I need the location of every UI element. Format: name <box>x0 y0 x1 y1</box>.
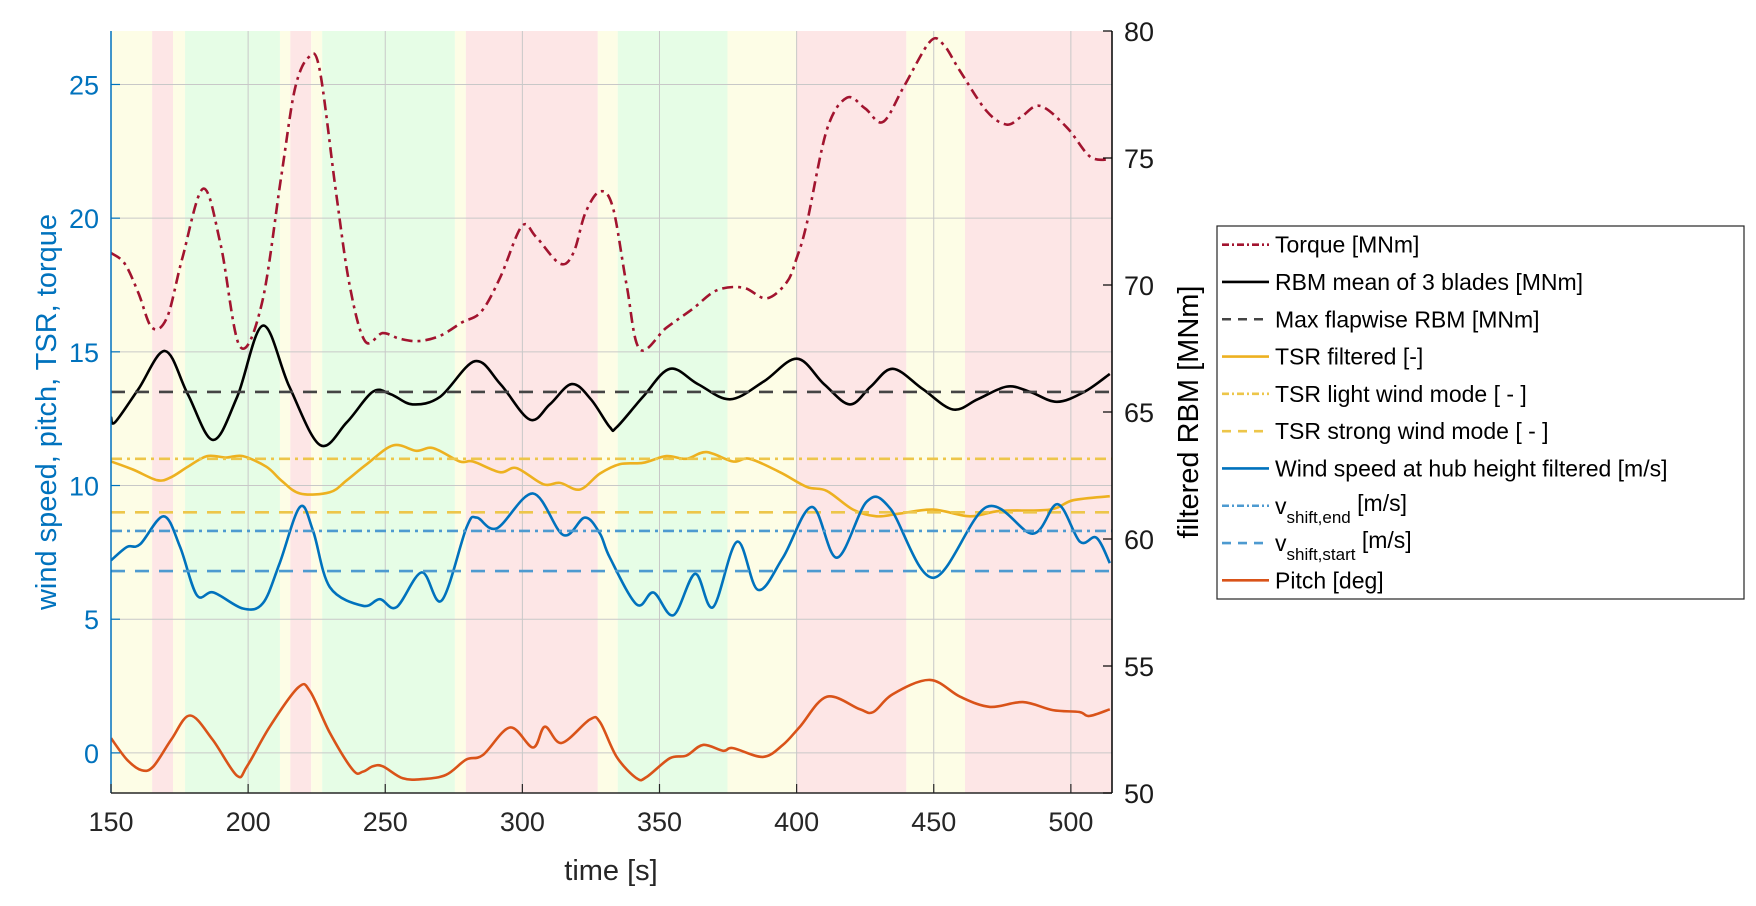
left-y-axis-label: wind speed, pitch, TSR, torque <box>31 214 63 611</box>
right-y-axis-label: filtered RBM [MNm] <box>1173 286 1205 539</box>
legend-label: vshift,start [m/s] <box>1275 527 1412 564</box>
left-tick-label: 5 <box>84 605 99 635</box>
grid-lines <box>110 31 1112 793</box>
series-line-3 <box>111 443 1110 518</box>
legend-label: Torque [MNm] <box>1275 232 1419 258</box>
left-tick-label: 15 <box>69 338 99 368</box>
legend-item: vshift,end [m/s] <box>1222 490 1407 527</box>
x-tick-label: 450 <box>911 807 956 837</box>
region-yellow <box>906 31 966 793</box>
series-line-0 <box>111 36 1110 352</box>
legend-label: TSR strong wind mode [ - ] <box>1275 418 1549 444</box>
region-red <box>465 31 598 793</box>
legend-item: TSR filtered [-] <box>1222 344 1423 370</box>
series-line-6 <box>111 492 1111 617</box>
right-tick-label: 65 <box>1124 398 1154 428</box>
x-tick-label: 150 <box>88 807 133 837</box>
legend-item: TSR strong wind mode [ - ] <box>1222 418 1549 444</box>
legend-label: Wind speed at hub height filtered [m/s] <box>1275 455 1668 481</box>
x-axis-label: time [s] <box>564 855 657 887</box>
region-yellow <box>111 31 153 793</box>
legend-label: Max flapwise RBM [MNm] <box>1275 306 1540 332</box>
legend-item: vshift,start [m/s] <box>1222 527 1412 564</box>
x-tick-label: 200 <box>226 807 271 837</box>
right-tick-label: 50 <box>1124 779 1154 809</box>
left-tick-label: 0 <box>84 739 99 769</box>
legend-label: TSR filtered [-] <box>1275 344 1423 370</box>
region-red <box>965 31 1112 793</box>
series-line-1 <box>111 324 1111 448</box>
legend-item: Pitch [deg] <box>1222 567 1384 593</box>
right-tick-label: 80 <box>1124 17 1154 47</box>
region-yellow <box>311 31 323 793</box>
region-green <box>322 31 455 793</box>
legend-label: vshift,end [m/s] <box>1275 490 1407 527</box>
right-tick-label: 75 <box>1124 144 1154 174</box>
legend-item: TSR light wind mode [ - ] <box>1222 381 1527 407</box>
series-line-9 <box>111 678 1111 782</box>
region-green <box>185 31 280 793</box>
legend-item: Torque [MNm] <box>1222 232 1419 258</box>
x-tick-label: 300 <box>500 807 545 837</box>
region-yellow <box>454 31 466 793</box>
region-green <box>617 31 728 793</box>
region-yellow <box>172 31 186 793</box>
legend-box <box>1216 225 1745 600</box>
right-tick-label: 55 <box>1124 652 1154 682</box>
legend: Torque [MNm] RBM mean of 3 blades [MNm] Ma… <box>1216 225 1745 600</box>
region-red <box>796 31 907 793</box>
legend-item: Max flapwise RBM [MNm] <box>1222 306 1540 332</box>
region-red <box>152 31 173 793</box>
x-tick-label: 250 <box>363 807 408 837</box>
operating-mode-regions <box>111 31 1112 793</box>
left-tick-label: 20 <box>69 204 99 234</box>
region-yellow <box>727 31 797 793</box>
axes <box>110 30 1113 794</box>
x-tick-label: 400 <box>774 807 819 837</box>
left-tick-label: 25 <box>69 70 99 100</box>
x-tick-label: 500 <box>1048 807 1093 837</box>
tick-labels: 150 200 250 300 350 400 450 500 0 5 10 15 20 25 50 55 60… <box>69 17 1154 837</box>
region-yellow <box>597 31 618 793</box>
series-lines <box>111 36 1112 782</box>
right-tick-label: 60 <box>1124 525 1154 555</box>
right-tick-label: 70 <box>1124 271 1154 301</box>
legend-label: TSR light wind mode [ - ] <box>1275 381 1527 407</box>
region-yellow <box>279 31 291 793</box>
left-tick-label: 10 <box>69 472 99 502</box>
x-tick-label: 350 <box>637 807 682 837</box>
legend-item: Wind speed at hub height filtered [m/s] <box>1222 455 1668 481</box>
legend-label: RBM mean of 3 blades [MNm] <box>1275 269 1583 295</box>
legend-label: Pitch [deg] <box>1275 567 1384 593</box>
legend-item: RBM mean of 3 blades [MNm] <box>1222 269 1583 295</box>
